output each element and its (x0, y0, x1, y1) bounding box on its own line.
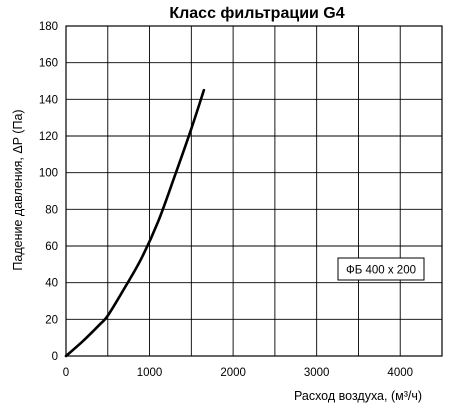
y-tick-label: 140 (39, 94, 58, 106)
x-tick-label: 4000 (387, 367, 413, 379)
series-line (64, 88, 206, 358)
x-tick-label: 1000 (137, 367, 163, 379)
x-tick-label: 3000 (304, 367, 330, 379)
x-tick-label: 2000 (220, 367, 246, 379)
chart-title: Класс фильтрации G4 (169, 5, 344, 22)
y-tick-label: 100 (39, 168, 58, 180)
y-tick-label: 180 (39, 21, 58, 33)
x-tick-label: 0 (63, 367, 69, 379)
series-layer (64, 88, 206, 358)
y-tick-label: 60 (45, 241, 58, 253)
y-tick-label: 80 (45, 204, 58, 216)
y-tick-label: 40 (45, 278, 58, 290)
y-tick-label: 0 (52, 351, 58, 363)
legend-label: ФБ 400 x 200 (346, 265, 416, 277)
grid (66, 26, 442, 356)
y-tick-label: 160 (39, 58, 58, 70)
plot-frame (65, 25, 443, 357)
y-axis-label: Падение давления, ΔP (Па) (11, 109, 25, 270)
x-axis-label: Расход воздуха, (м³/ч) (294, 389, 422, 403)
legend-box (337, 257, 425, 281)
legend: ФБ 400 x 200 (337, 257, 425, 281)
tick-labels: 0 1000 2000 3000 4000 0 20 40 60 80 100 120 140 160 18… (39, 21, 413, 379)
y-tick-label: 20 (45, 314, 58, 326)
y-tick-label: 120 (39, 131, 58, 143)
